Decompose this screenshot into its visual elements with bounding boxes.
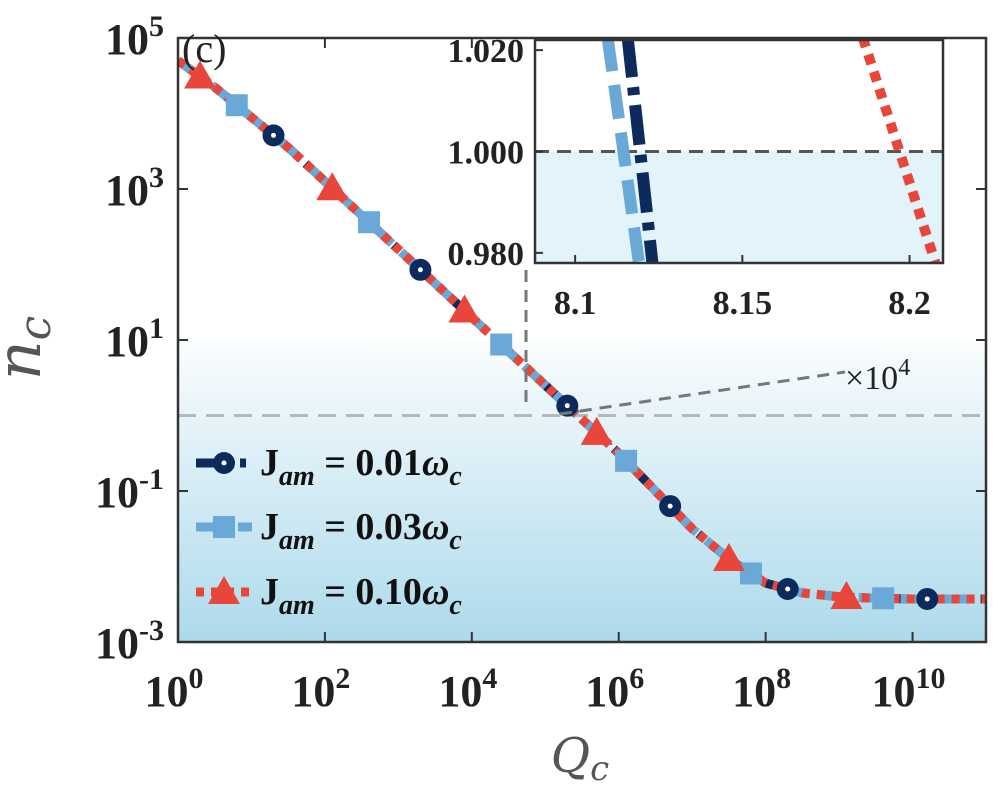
x-tick-label: 102 [291, 662, 350, 716]
inset-line-j010 [858, 40, 941, 263]
marker-circle-5 [916, 587, 939, 610]
marker-circle-4 [776, 577, 799, 600]
x-tick-label: 106 [585, 662, 644, 716]
y-tick-base: 10 [105, 166, 149, 215]
y-tick-label: 105 [105, 10, 164, 64]
legend-marker-triangle [208, 576, 240, 604]
marker-triangle-5 [830, 581, 863, 610]
x-tick-base: 10 [872, 667, 916, 716]
legend-label-sym: ω [422, 442, 449, 484]
legend-label-main: J [260, 442, 279, 484]
y-tick-base: 10 [95, 619, 139, 668]
marker-triangle-2 [448, 294, 481, 323]
legend-label: Jam = 0.10ωc [260, 571, 462, 621]
marker-square-1 [357, 211, 380, 234]
inset-x-tick-label: 8.15 [713, 285, 773, 322]
x-tick-exp: 6 [629, 662, 644, 695]
x-tick-exp: 4 [482, 662, 497, 695]
y-axis-label: nc [0, 316, 61, 381]
y-tick-exp: 3 [149, 161, 164, 194]
marker-triangle-4 [712, 542, 745, 571]
legend-label-main: J [260, 506, 279, 548]
x-tick-base: 10 [438, 667, 482, 716]
y-tick-exp: -3 [139, 614, 164, 647]
marker-triangle-1 [316, 172, 349, 201]
inset-line-j001 [621, 40, 659, 263]
legend-marker-square [213, 516, 235, 538]
x-tick-exp: 2 [335, 662, 350, 695]
marker-circle-3 [659, 495, 682, 518]
legend-label-eq: = 0.01 [315, 442, 422, 484]
legend-label-sym: ω [422, 506, 449, 548]
marker-square-5 [872, 587, 895, 610]
inset-x-tick-label: 8.2 [888, 285, 931, 322]
y-tick-base: 10 [105, 317, 149, 366]
inset-x-multiplier: ×104 [845, 355, 910, 397]
inset-x-multiplier-exp: 4 [898, 355, 910, 381]
marker-square-4 [739, 562, 762, 585]
marker-triangle-3 [580, 416, 613, 445]
marker-square-2 [490, 333, 513, 356]
marker-triangle-0 [184, 60, 217, 89]
inset-y-tick-label: 1.020 [448, 33, 525, 70]
legend-label-sub: am [279, 590, 315, 621]
inset-x-tick-label: 8.1 [554, 285, 597, 322]
inset-shaded-region [535, 151, 943, 263]
x-tick-exp: 8 [776, 662, 791, 695]
inset-y-tick-label: 0.980 [448, 236, 525, 273]
legend-label: Jam = 0.01ωc [260, 442, 462, 492]
inset-line-j003 [601, 40, 646, 263]
x-tick-label: 108 [732, 662, 791, 716]
legend-label-sym-sub: c [449, 525, 462, 556]
legend-marker-circle [213, 452, 235, 474]
x-tick-label: 100 [145, 662, 204, 716]
legend-label-main: J [260, 571, 279, 613]
legend-label-sym-sub: c [449, 461, 462, 492]
marker-circle-1 [409, 258, 432, 281]
marker-circle-2 [556, 394, 579, 417]
x-tick-label: 104 [438, 662, 497, 716]
x-axis-label-sub: c [590, 749, 609, 785]
x-tick-base: 10 [145, 667, 189, 716]
y-tick-label: 10-3 [95, 614, 164, 668]
y-tick-base: 10 [95, 468, 139, 517]
legend-label-sym-sub: c [449, 590, 462, 621]
y-tick-label: 101 [105, 312, 164, 366]
y-tick-exp: -1 [139, 463, 164, 496]
inset-chart: 8.1 8.15 8.2 1.020 1.000 0.980 ×104 [448, 33, 945, 397]
legend-label-sym: ω [422, 571, 449, 613]
legend-label-eq: = 0.10 [315, 571, 422, 613]
inset-x-multiplier-base: ×10 [845, 360, 898, 397]
legend-label-sub: am [279, 461, 315, 492]
zoom-connector-diagonal [559, 370, 846, 416]
inset-y-tick-label: 1.000 [448, 135, 525, 172]
legend-label-sub: am [279, 525, 315, 556]
y-axis-label-main: n [0, 340, 55, 380]
y-tick-label: 103 [105, 161, 164, 215]
x-tick-exp: 10 [916, 662, 946, 695]
x-axis-label-main: Q [551, 728, 590, 784]
marker-square-3 [615, 449, 638, 472]
y-tick-label: 10-1 [95, 463, 164, 517]
y-tick-exp: 5 [149, 10, 164, 43]
panel-label: (c) [182, 26, 226, 71]
y-tick-base: 10 [105, 15, 149, 64]
series-line-j003 [178, 56, 986, 604]
legend-label: Jam = 0.03ωc [260, 506, 462, 556]
marker-square-0 [225, 94, 248, 117]
x-axis-label: Qc [551, 728, 609, 785]
y-tick-exp: 1 [149, 312, 164, 345]
x-tick-label: 1010 [872, 662, 946, 716]
x-tick-base: 10 [291, 667, 335, 716]
marker-circle-0 [262, 124, 285, 147]
x-tick-exp: 0 [189, 662, 204, 695]
y-axis-label-sub: c [10, 316, 61, 341]
legend-label-eq: = 0.03 [315, 506, 422, 548]
x-tick-base: 10 [585, 667, 629, 716]
x-tick-base: 10 [732, 667, 776, 716]
